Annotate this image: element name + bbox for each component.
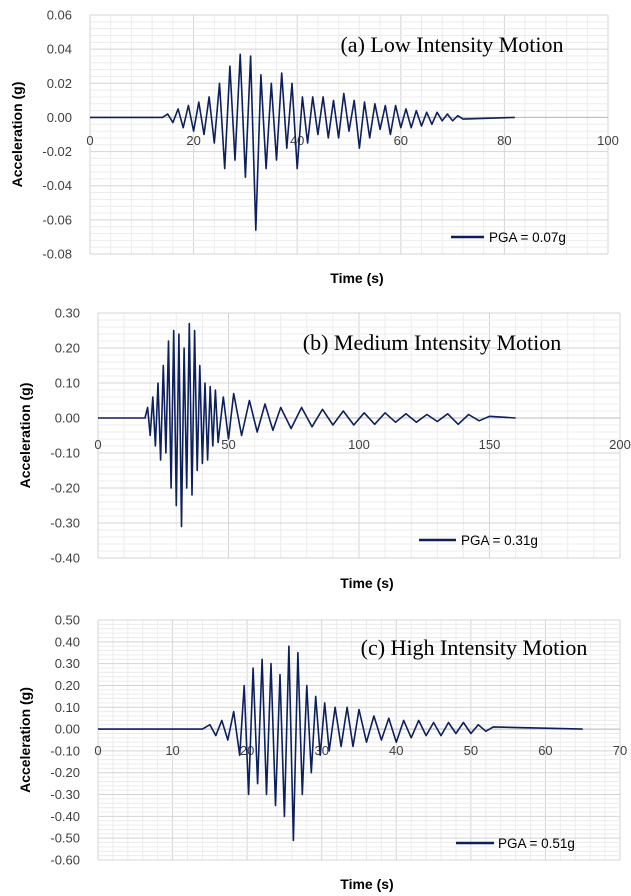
x-tick-label: 0 [86,133,93,148]
x-tick-label: 0 [94,743,101,758]
y-axis-label: Acceleration (g) [9,82,25,188]
y-axis-label: Acceleration (g) [17,383,33,489]
y-tick-label: 0.04 [47,42,72,57]
x-tick-label: 40 [389,743,403,758]
x-tick-label: 200 [609,437,631,452]
x-tick-label: 30 [314,743,328,758]
x-tick-label: 80 [497,133,511,148]
plot-grid [97,619,621,861]
x-axis-label: Time (s) [340,876,393,892]
legend-label: PGA = 0.51g [498,836,575,851]
x-axis-label: Time (s) [330,270,383,286]
y-tick-label: -0.10 [50,446,80,461]
x-tick-label: 70 [613,743,627,758]
y-tick-label: 0.10 [55,700,80,715]
y-tick-label: -0.08 [42,247,72,262]
y-tick-label: -0.04 [42,178,72,193]
legend-label: PGA = 0.31g [461,533,538,548]
y-tick-label: 0.06 [47,8,72,23]
y-tick-label: 0.00 [55,722,80,737]
x-tick-label: 0 [94,437,101,452]
y-tick-label: -0.20 [50,481,80,496]
y-tick-label: -0.40 [50,809,80,824]
y-tick-label: -0.40 [50,551,80,566]
chart-title: (b) Medium Intensity Motion [303,330,561,355]
x-tick-label: 100 [597,133,619,148]
chart-medium-intensity: 0.30 0.20 0.10 0.00 -0.10 -0.20 -0.30 -0.40 0 50 1… [17,306,631,592]
y-tick-label: -0.02 [42,144,72,159]
series-line [90,53,515,231]
chart-high-intensity: 0.50 0.40 0.30 0.20 0.10 0.00 -0.10 -0.20 -0.30 -… [17,613,627,893]
x-tick-label: 40 [290,133,304,148]
x-tick-label: 50 [221,437,235,452]
y-axis-label: Acceleration (g) [17,687,33,793]
chart-low-intensity: 0.06 0.04 0.02 0.00 -0.02 -0.04 -0.06 -0.08 0 20 4… [9,8,619,287]
y-tick-label: -0.10 [50,743,80,758]
y-tick-label: 0.10 [55,376,80,391]
series-line [98,645,583,842]
x-tick-label: 50 [464,743,478,758]
x-axis-label: Time (s) [340,575,393,591]
x-tick-label: 10 [165,743,179,758]
x-tick-label: 150 [479,437,501,452]
x-tick-label: 20 [186,133,200,148]
y-tick-label: 0.20 [55,341,80,356]
x-tick-label: 60 [394,133,408,148]
series-line [98,322,516,528]
chart-title: (c) High Intensity Motion [361,635,588,660]
y-tick-label: 0.40 [55,634,80,649]
x-tick-label: 100 [348,437,370,452]
y-tick-label: -0.06 [42,212,72,227]
y-tick-label: 0.30 [55,306,80,321]
y-tick-label: -0.30 [50,516,80,531]
y-tick-label: 0.02 [47,76,72,91]
y-tick-label: -0.20 [50,765,80,780]
y-tick-label: -0.50 [50,831,80,846]
y-tick-label: 0.20 [55,678,80,693]
y-tick-label: 0.30 [55,656,80,671]
y-tick-label: 0.50 [55,613,80,628]
legend-label: PGA = 0.07g [489,230,566,245]
x-tick-label: 60 [538,743,552,758]
y-tick-label: 0.00 [55,411,80,426]
y-tick-label: -0.60 [50,853,80,868]
y-tick-label: 0.00 [47,110,72,125]
y-tick-label: -0.30 [50,787,80,802]
chart-title: (a) Low Intensity Motion [340,32,563,57]
